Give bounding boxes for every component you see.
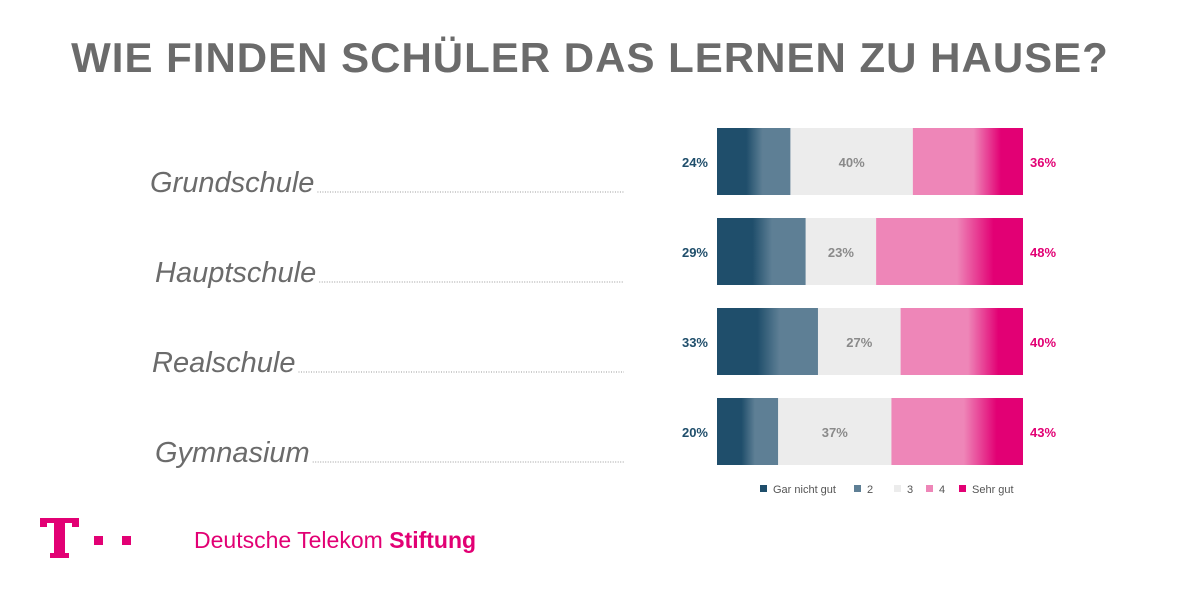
value-label-positive: 48% bbox=[1030, 245, 1056, 260]
bar-segment-negative bbox=[717, 308, 818, 375]
value-label-negative: 24% bbox=[682, 155, 708, 170]
value-label-positive: 40% bbox=[1030, 335, 1056, 350]
value-label-positive: 43% bbox=[1030, 425, 1056, 440]
legend-swatch bbox=[926, 485, 933, 492]
legend-label: Sehr gut bbox=[972, 484, 1014, 496]
brand-name-bold: Stiftung bbox=[389, 527, 477, 553]
bar-segment-neutral bbox=[805, 218, 877, 285]
value-label-neutral: 23% bbox=[828, 245, 854, 260]
legend-label: Gar nicht gut bbox=[773, 484, 836, 496]
category-label: Gymnasium bbox=[155, 437, 310, 469]
bar-row: Realschule 33% 27% 40% bbox=[152, 308, 1056, 379]
bar-segment-positive bbox=[912, 128, 1023, 195]
brand-name: Deutsche Telekom Stiftung bbox=[194, 527, 476, 554]
bar-segment-positive bbox=[876, 218, 1023, 285]
bar-segment-positive bbox=[891, 398, 1023, 465]
telekom-t-logo-icon bbox=[40, 518, 131, 558]
legend-item: 2 bbox=[854, 484, 873, 496]
bar-segment-neutral bbox=[817, 308, 901, 375]
bar-segment-negative bbox=[717, 218, 806, 285]
legend-swatch bbox=[854, 485, 861, 492]
legend-swatch bbox=[959, 485, 966, 492]
legend-label: 2 bbox=[867, 484, 873, 496]
brand-name-regular: Deutsche Telekom bbox=[194, 527, 383, 553]
value-label-neutral: 27% bbox=[846, 335, 872, 350]
category-label: Realschule bbox=[152, 347, 295, 379]
bar-segment-negative bbox=[717, 128, 791, 195]
legend-label: 3 bbox=[907, 484, 913, 496]
bar-segment-neutral bbox=[790, 128, 913, 195]
legend-swatch bbox=[760, 485, 767, 492]
value-label-neutral: 37% bbox=[822, 425, 848, 440]
legend-item: 3 bbox=[894, 484, 913, 496]
chart-title: WIE FINDEN SCHÜLER DAS LERNEN ZU HAUSE? bbox=[71, 34, 1109, 81]
bar-segment-negative bbox=[717, 398, 779, 465]
bar-segment-positive bbox=[900, 308, 1023, 375]
bar-row: Grundschule 24% 40% 36% bbox=[150, 128, 1056, 199]
category-label: Grundschule bbox=[150, 167, 314, 199]
bar-row: Gymnasium 20% 37% 43% bbox=[155, 398, 1056, 469]
legend-item: 4 bbox=[926, 484, 945, 496]
legend-item: Sehr gut bbox=[959, 484, 1014, 496]
bar-segment-neutral bbox=[778, 398, 892, 465]
value-label-positive: 36% bbox=[1030, 155, 1056, 170]
legend-label: 4 bbox=[939, 484, 945, 496]
value-label-neutral: 40% bbox=[839, 155, 865, 170]
value-label-negative: 33% bbox=[682, 335, 708, 350]
value-label-negative: 29% bbox=[682, 245, 708, 260]
value-label-negative: 20% bbox=[682, 425, 708, 440]
bar-row: Hauptschule 29% 23% 48% bbox=[155, 218, 1056, 289]
legend-item: Gar nicht gut bbox=[760, 484, 836, 496]
chart-legend: Gar nicht gut 2 3 4 Sehr gut bbox=[760, 484, 1014, 496]
legend-swatch bbox=[894, 485, 901, 492]
category-label: Hauptschule bbox=[155, 257, 316, 289]
